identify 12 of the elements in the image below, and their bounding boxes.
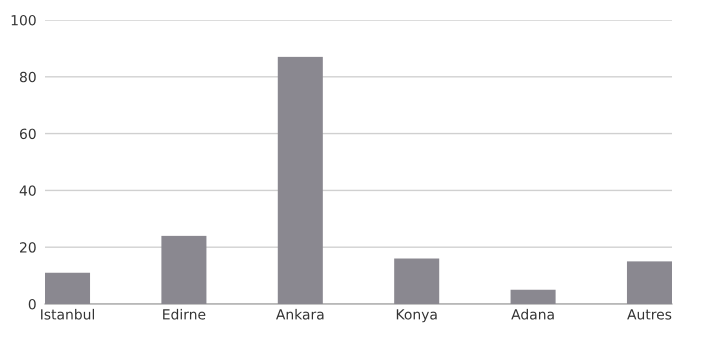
x-tick-label: Ankara [276, 308, 324, 320]
x-tick-label: Konya [396, 309, 437, 322]
y-tick-label: 60 [20, 128, 36, 140]
y-tick-label: 80 [20, 72, 36, 82]
x-tick-label: Autres [627, 309, 672, 320]
x-tick-label: Edirne [163, 308, 206, 320]
y-tick-label: 40 [20, 185, 36, 196]
x-tick-label: Istanbul [41, 308, 94, 320]
y-tick-label: 100 [12, 14, 36, 26]
x-tick-label: Adana [511, 308, 554, 320]
y-tick-label: 20 [20, 242, 36, 253]
y-tick-label: 0 [28, 298, 36, 310]
